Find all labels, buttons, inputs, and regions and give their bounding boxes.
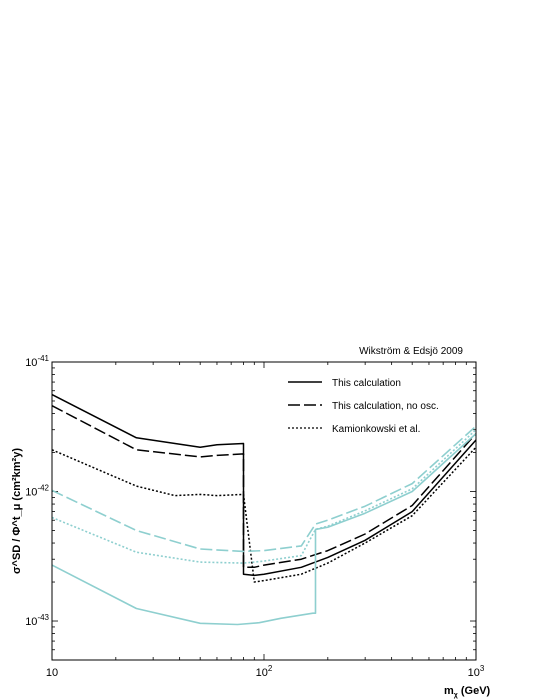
series-line-cyan-dashed [51,425,477,553]
y-tick-label: 10-41 [25,354,49,369]
series-line-black-dotted [51,446,477,583]
series-line-cyan-solid [51,433,477,626]
ticks-layer: 10 102 103 10-43 10-42 10-41 [25,354,485,679]
series-line-black-solid [51,393,477,577]
legend: This calculation This calculation, no os… [288,378,439,435]
y-axis-title: σ^SD / Φ^t_μ (cm²km²y) [11,448,23,574]
x-axis-title: mχ (GeV) [444,685,491,699]
y-tick-label: 10-42 [25,484,49,499]
legend-label-dotted: Kamionkowski et al. [332,424,420,435]
series-line-cyan-dotted [51,429,477,564]
x-tick-label: 103 [468,664,485,679]
legend-label-solid: This calculation [332,378,401,389]
y-tick-label: 10-43 [25,613,49,628]
legend-label-dashed: This calculation, no osc. [332,401,439,412]
annotation-credit: Wikström & Edsjö 2009 [359,346,463,357]
series-layer [51,393,477,626]
plot-frame [51,361,477,661]
x-tick-label: 10 [46,667,58,679]
x-tick-label: 102 [256,664,273,679]
series-line-black-dashed [51,405,477,569]
